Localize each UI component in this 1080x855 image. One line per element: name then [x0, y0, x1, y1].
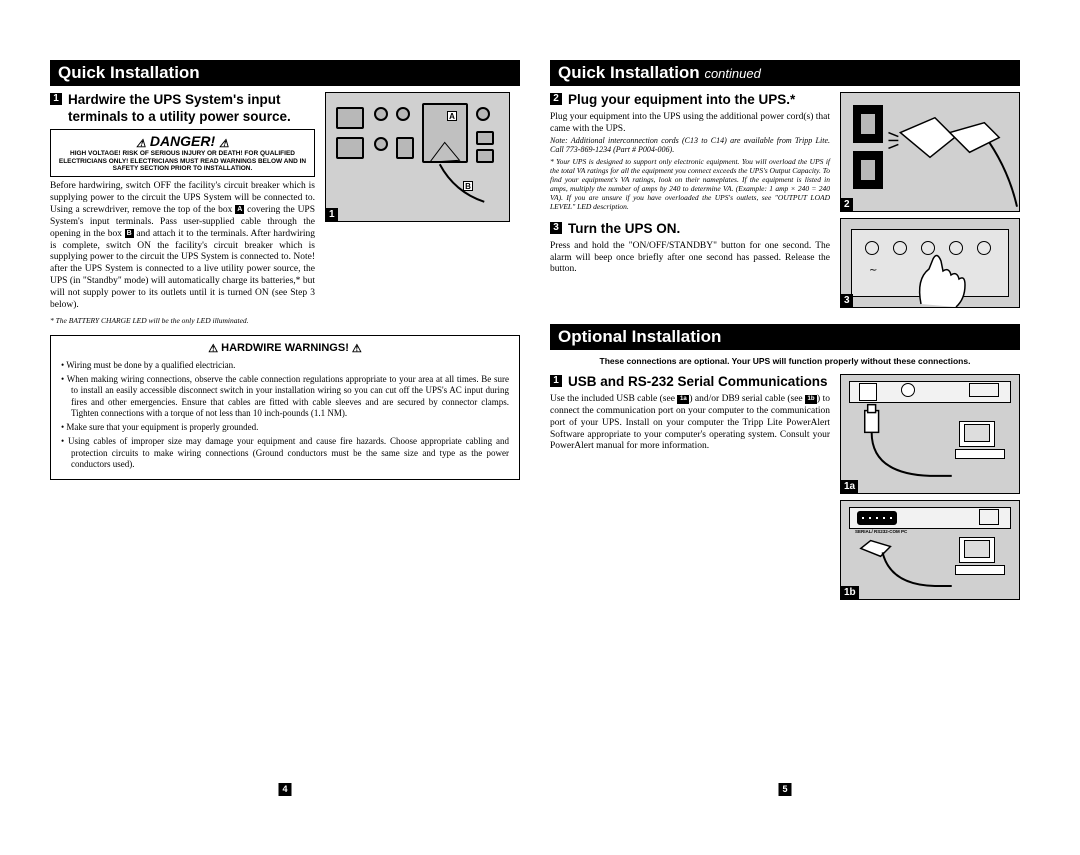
warning-icon: ⚠ [352, 343, 362, 355]
figure-sublabel-b: B [463, 181, 473, 191]
danger-box: ⚠ DANGER! ⚠ HIGH VOLTAGE! RISK OF SERIOU… [50, 129, 315, 177]
figure-label: 1b [841, 586, 859, 599]
optional-note: These connections are optional. Your UPS… [550, 356, 1020, 366]
step-title: Turn the UPS ON. [568, 221, 680, 236]
warning-icon: ⚠ [208, 343, 218, 355]
step-1-body: Before hardwiring, switch OFF the facili… [50, 181, 315, 312]
step-title: Hardwire the UPS System's input terminal… [68, 92, 291, 124]
step-badge: 3 [550, 222, 562, 234]
step-badge: 1 [550, 375, 562, 387]
figure-2: 2 [840, 92, 1020, 212]
step-2-heading: 2 Plug your equipment into the UPS.* [550, 92, 830, 109]
step-2-note: Note: Additional interconnection cords (… [550, 136, 830, 155]
danger-subtext: HIGH VOLTAGE! RISK OF SERIOUS INJURY OR … [55, 150, 310, 173]
opt-step-1-heading: 1 USB and RS-232 Serial Communications [550, 374, 830, 391]
warnings-title: HARDWIRE WARNINGS! [221, 342, 349, 354]
figure-1a: 1a [840, 374, 1020, 494]
figure-1: A B 1 [325, 92, 510, 222]
step-2-disclaimer: * Your UPS is designed to support only e… [550, 157, 830, 211]
right-page: Quick Installation continued 2 Plug your… [550, 60, 1020, 606]
inline-badge-a: A [235, 205, 244, 214]
right-figure-column: 2 ∼ 3 [840, 92, 1020, 314]
right-text-column: 2 Plug your equipment into the UPS.* Plu… [550, 92, 830, 314]
figure-label: 2 [841, 198, 853, 211]
step-title: USB and RS-232 Serial Communications [568, 374, 828, 389]
figure-sublabel-a: A [447, 111, 457, 121]
figure-label: 1 [326, 208, 338, 221]
step-badge: 2 [550, 93, 562, 105]
step-1-footnote: * The BATTERY CHARGE LED will be the onl… [50, 316, 315, 325]
step-2-body: Plug your equipment into the UPS using t… [550, 112, 830, 136]
left-page: Quick Installation 1 Hardwire the UPS Sy… [50, 60, 520, 606]
step-1-heading: 1 Hardwire the UPS System's input termin… [50, 92, 315, 126]
section-header: Quick Installation continued [550, 60, 1020, 86]
optional-figure-column: 1a SERIAL/ RS232-COM PC [840, 374, 1020, 606]
step-1-text-column: 1 Hardwire the UPS System's input termin… [50, 92, 315, 325]
inline-badge-1a: 1a [677, 395, 689, 404]
section-header: Quick Installation [50, 60, 520, 86]
step-3-body: Press and hold the "ON/OFF/STANDBY" butt… [550, 241, 830, 277]
step-badge: 1 [50, 93, 62, 105]
step-title: Plug your equipment into the UPS.* [568, 92, 795, 107]
inline-badge-1b: 1b [805, 395, 817, 404]
warning-icon: ⚠ [136, 138, 146, 150]
figure-1b: SERIAL/ RS232-COM PC 1b [840, 500, 1020, 600]
warning-item: When making wiring connections, observe … [61, 374, 509, 419]
warning-icon: ⚠ [219, 138, 229, 150]
warning-item: Using cables of improper size may damage… [61, 436, 509, 470]
step-3-heading: 3 Turn the UPS ON. [550, 221, 830, 238]
figure-1-column: A B 1 [325, 92, 510, 325]
warning-item: Make sure that your equipment is properl… [61, 422, 509, 433]
inline-badge-b: B [125, 229, 134, 238]
page-number: 5 [779, 783, 792, 796]
hardwire-warnings-box: ⚠ HARDWIRE WARNINGS! ⚠ Wiring must be do… [50, 335, 520, 480]
opt-step-1-body: Use the included USB cable (see 1a) and/… [550, 394, 830, 453]
page-number: 4 [279, 783, 292, 796]
figure-label: 3 [841, 294, 853, 307]
danger-title: DANGER! [150, 133, 215, 149]
figure-3: ∼ 3 [840, 218, 1020, 308]
figure-label: 1a [841, 480, 858, 493]
warning-item: Wiring must be done by a qualified elect… [61, 360, 509, 371]
warnings-list: Wiring must be done by a qualified elect… [61, 360, 509, 470]
continued-label: continued [704, 66, 760, 81]
optional-section-header: Optional Installation [550, 324, 1020, 350]
optional-text-column: 1 USB and RS-232 Serial Communications U… [550, 374, 830, 606]
